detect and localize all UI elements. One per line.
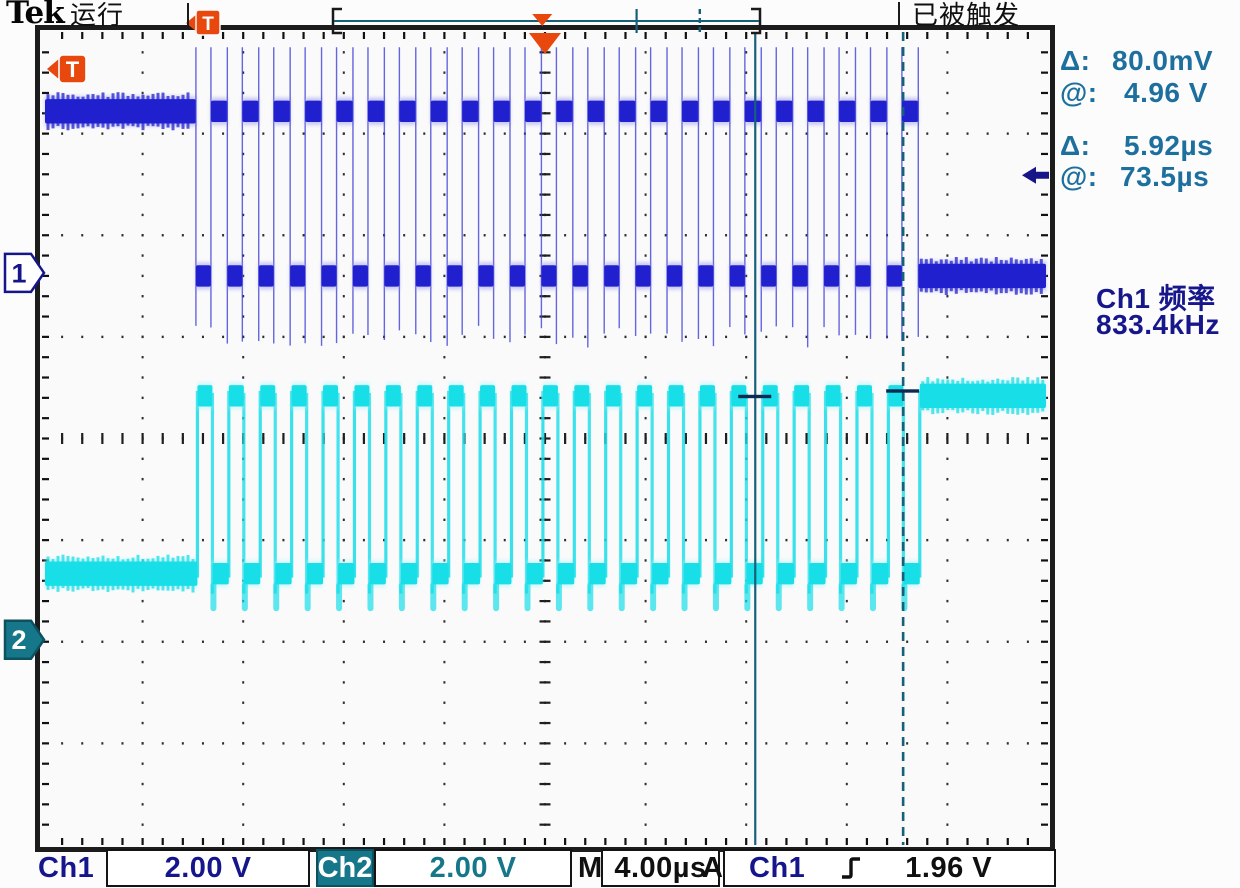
svg-text:T: T: [202, 14, 214, 35]
cursor-at-voltage-row: @: 4.96 V: [1060, 77, 1208, 109]
cursor-delta-time-row: Δ: 5.92µs: [1060, 130, 1213, 162]
trigger-level: 1.96 V: [905, 851, 993, 884]
ch2-reference-marker: [3, 619, 46, 660]
header-trigger-arrow-icon: [186, 14, 197, 32]
cursors: [738, 32, 920, 845]
record-view-right-bracket: [751, 7, 762, 35]
header-divider-2: [898, 2, 900, 30]
timebase-value: 4.00µs: [614, 851, 707, 884]
at-symbol-2: @:: [1060, 161, 1098, 192]
timebase-box: 4.00µs: [601, 849, 720, 887]
header-divider: [187, 3, 189, 30]
ch2-label-badge: Ch2: [316, 849, 374, 887]
trigger-position-icon: [529, 33, 561, 54]
at-symbol: @:: [1060, 77, 1098, 108]
trigger-source: Ch1: [749, 851, 806, 884]
cursor-delta-voltage-row: Δ: 80.0mV: [1060, 45, 1213, 77]
ch1-frequency-value: 833.4kHz: [1096, 309, 1220, 340]
ch2-label: Ch2: [317, 851, 373, 884]
trigger-status-label: 已被触发: [912, 0, 1021, 30]
delta-voltage-value: 80.0mV: [1112, 45, 1214, 76]
ch1-scale-box: 2.00 V: [106, 849, 310, 887]
ch2-trace: [45, 377, 1046, 612]
acquisition-status-label: 运行: [70, 0, 125, 30]
ch2-scale-value: 2.00 V: [429, 851, 517, 884]
svg-text:2: 2: [11, 625, 26, 655]
svg-text:T: T: [66, 57, 80, 82]
delta-symbol: Δ:: [1060, 45, 1091, 76]
ch2-scale-box: 2.00 V: [374, 849, 572, 887]
svg-text:1: 1: [11, 258, 26, 288]
markers: T T 1 2: [3, 9, 1049, 660]
ch1-frequency-label: Ch1 频率: [1096, 283, 1216, 314]
record-view-bar: [331, 7, 762, 35]
brand-logo: Tek: [6, 0, 65, 31]
trigger-info-box: Ch1 1.96 V: [723, 849, 1056, 887]
record-view-left-bracket: [331, 7, 342, 35]
ch1-trace: [45, 47, 1046, 348]
timebase-label: M: [578, 852, 603, 884]
cursor-at-time-row: @: 73.5µs: [1060, 161, 1209, 193]
header-trigger-icon: [195, 9, 221, 36]
record-view-trigger-icon: [532, 14, 553, 26]
graticule: [35, 25, 1055, 852]
trigger-level-arrow-icon: [1022, 166, 1049, 184]
ch1-reference-marker: [3, 252, 46, 294]
cursor1-amplitude-marker: [738, 394, 772, 399]
delta-symbol-2: Δ:: [1060, 130, 1091, 161]
at-time-value: 73.5µs: [1120, 161, 1210, 192]
rising-edge-icon: [842, 857, 861, 879]
cursor2-amplitude-marker: [886, 389, 920, 393]
delta-time-value: 5.92µs: [1124, 130, 1214, 161]
ch1-label: Ch1: [38, 852, 95, 884]
ch1-scale-value: 2.00 V: [164, 851, 252, 884]
trigger-badge-icon: [58, 54, 87, 84]
trigger-badge-arrow-icon: [47, 58, 60, 80]
trigger-system-label: A: [702, 852, 724, 884]
at-voltage-value: 4.96 V: [1124, 77, 1208, 108]
